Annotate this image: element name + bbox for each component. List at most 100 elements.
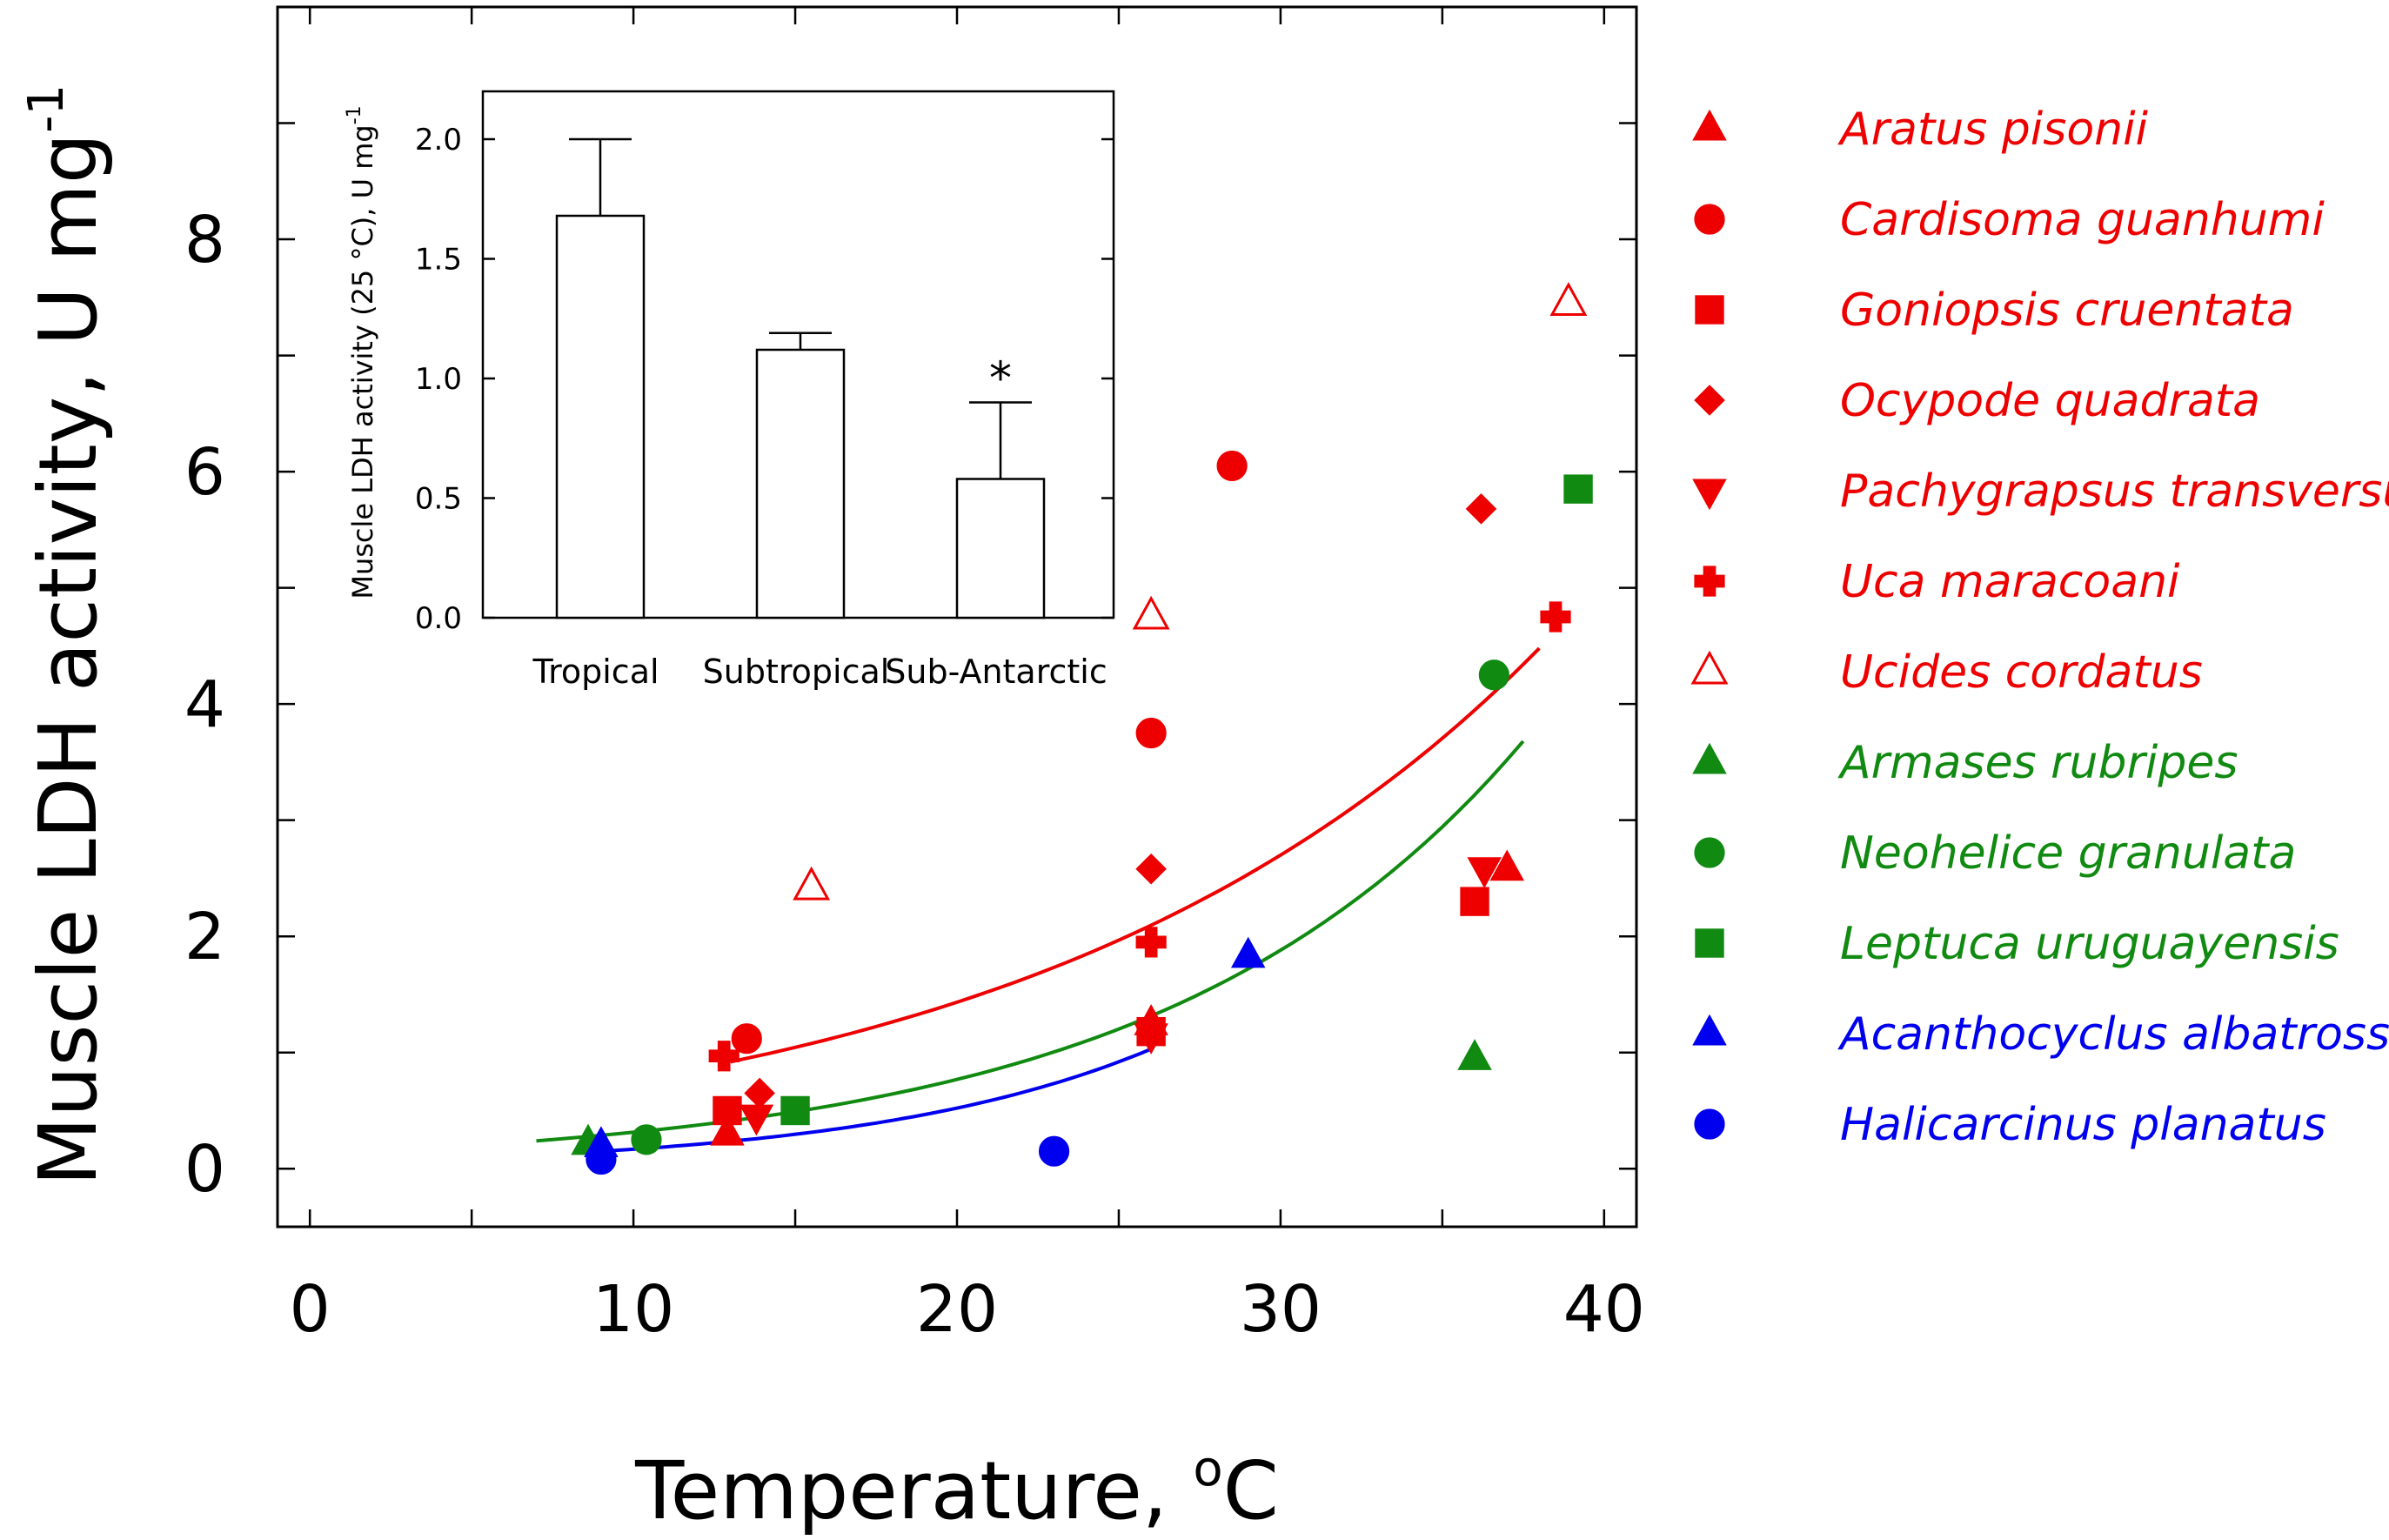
data-point — [793, 866, 831, 901]
legend-item: Neohelice granulata — [1694, 827, 2296, 880]
legend-marker-icon — [1692, 742, 1727, 774]
inset-y-tick-label: 1.5 — [415, 243, 462, 278]
fit-line — [600, 1047, 1152, 1154]
fit-lines — [536, 646, 1541, 1154]
legend-marker-icon — [1692, 479, 1727, 511]
legend-marker-icon — [1694, 837, 1725, 868]
data-point — [1216, 450, 1248, 482]
x-axis-title: Temperature, oC — [634, 1441, 1279, 1537]
legend-label: Ucides cordatus — [1840, 646, 2203, 699]
y-axis-title: Muscle LDH activity, U mg-1 — [18, 84, 115, 1186]
data-point — [631, 1124, 662, 1155]
inset-y-tick-label: 0.0 — [415, 601, 462, 636]
legend-item: Goniopsis cruentata — [1695, 285, 2294, 337]
inset-y-axis-title-main: Muscle LDH activity (25 °C), U mg — [346, 124, 379, 599]
legend-label: Goniopsis cruentata — [1840, 285, 2294, 337]
y-tick-label: 0 — [184, 1132, 225, 1207]
y-tick-label: 4 — [184, 667, 225, 742]
inset-bar-chart: 0.0 0.5 1.0 1.5 2.0 * Tropical SubtropicalSub… — [344, 90, 1115, 691]
legend-item: Armases rubripes — [1692, 737, 2238, 789]
y-tick-label: 6 — [184, 435, 225, 510]
legend-label: Pachygrapsus transversus — [1840, 465, 2389, 518]
data-point — [744, 1077, 775, 1109]
data-point — [780, 1095, 810, 1126]
x-tick-label: 30 — [1240, 1272, 1322, 1347]
legend-marker-icon — [1692, 109, 1727, 141]
legend-item: Uca maracoani — [1694, 556, 2180, 608]
legend-marker-icon — [1695, 928, 1724, 958]
legend-marker-icon — [1692, 1014, 1727, 1046]
data-point — [1135, 717, 1167, 749]
inset-category-label: Tropical — [532, 653, 659, 691]
data-point — [1132, 595, 1170, 630]
legend-label: Leptuca uruguayensis — [1840, 918, 2339, 970]
data-point — [710, 1114, 745, 1146]
legend-label: Uca maracoani — [1840, 556, 2180, 608]
data-point — [1134, 1023, 1168, 1055]
inset-significance-label: * — [989, 353, 1012, 405]
inset-category-label: Sub-Antarctic — [885, 653, 1108, 691]
legend-marker-icon — [1695, 295, 1724, 325]
data-point — [1489, 849, 1524, 881]
data-point — [1465, 493, 1497, 525]
main-tick-labels: 0 10 20 30 40 0 2 4 6 8 — [184, 203, 1645, 1347]
inset-tick-marks — [483, 137, 1114, 619]
inset-y-tick-label: 1.0 — [415, 362, 462, 397]
y-axis-title-exponent: -1 — [18, 84, 75, 133]
y-tick-label: 8 — [184, 203, 225, 278]
legend-item: Ucides cordatus — [1690, 646, 2203, 699]
legend-marker-icon — [1694, 566, 1725, 597]
legend-label: Halicarcinus planatus — [1840, 1099, 2326, 1151]
y-tick-label: 2 — [184, 900, 225, 974]
inset-bar — [555, 214, 646, 619]
legend-marker-icon — [1694, 1108, 1725, 1140]
legend-item: Leptuca uruguayensis — [1695, 918, 2339, 970]
data-point — [708, 1041, 739, 1072]
fit-line — [536, 740, 1525, 1143]
main-tick-marks — [278, 7, 1636, 1227]
data-point — [586, 1143, 617, 1175]
legend: Aratus pisonii Cardisoma guanhumi Goniopsi… — [1690, 104, 2389, 1151]
legend-label: Acanthocyclus albatrossis — [1837, 1008, 2389, 1061]
data-point — [731, 1023, 762, 1055]
main-plot: 0 10 20 30 40 0 2 4 6 8 Temperature, oC Muscle LD… — [18, 5, 1645, 1537]
inset-y-axis-title-exponent: -1 — [344, 105, 365, 124]
x-axis-title-main: Temperature, — [634, 1444, 1193, 1537]
inset-y-axis-title: Muscle LDH activity (25 °C), U mg-1 — [344, 105, 379, 599]
data-point — [713, 1095, 742, 1126]
legend-marker-icon — [1694, 204, 1725, 235]
x-tick-label: 40 — [1563, 1272, 1645, 1347]
legend-item: Pachygrapsus transversus — [1692, 465, 2389, 518]
data-point — [1230, 936, 1266, 968]
inset-y-tick-label: 2.0 — [415, 123, 462, 157]
x-tick-label: 20 — [916, 1272, 998, 1347]
legend-marker-icon — [1690, 650, 1729, 685]
data-point — [1563, 474, 1593, 504]
data-point — [1135, 927, 1167, 958]
data-point — [1478, 660, 1509, 691]
data-point — [1460, 887, 1489, 916]
data-point — [1135, 853, 1167, 885]
data-points — [571, 282, 1593, 1175]
legend-item: Halicarcinus planatus — [1694, 1099, 2326, 1151]
legend-marker-icon — [1694, 385, 1725, 416]
x-axis-title-degree: o — [1193, 1441, 1222, 1497]
inset-tick-labels: 0.0 0.5 1.0 1.5 2.0 — [415, 123, 462, 636]
inset-y-tick-label: 0.5 — [415, 482, 462, 517]
legend-item: Ocypode quadrata — [1694, 375, 2260, 427]
data-point — [1457, 1039, 1492, 1070]
legend-label: Armases rubripes — [1837, 737, 2238, 789]
data-point — [1467, 857, 1502, 888]
data-point — [1540, 601, 1571, 633]
x-tick-label: 10 — [592, 1272, 674, 1347]
legend-label: Aratus pisonii — [1837, 104, 2149, 156]
inset-bar — [755, 348, 846, 619]
y-axis-title-main: Muscle LDH activity, U mg — [22, 133, 115, 1186]
inset-bar — [955, 478, 1046, 619]
data-point — [739, 1104, 774, 1136]
x-axis-title-unit: C — [1223, 1444, 1279, 1537]
data-point — [1038, 1135, 1070, 1167]
legend-label: Neohelice granulata — [1840, 827, 2296, 880]
legend-item: Acanthocyclus albatrossis — [1692, 1008, 2389, 1061]
